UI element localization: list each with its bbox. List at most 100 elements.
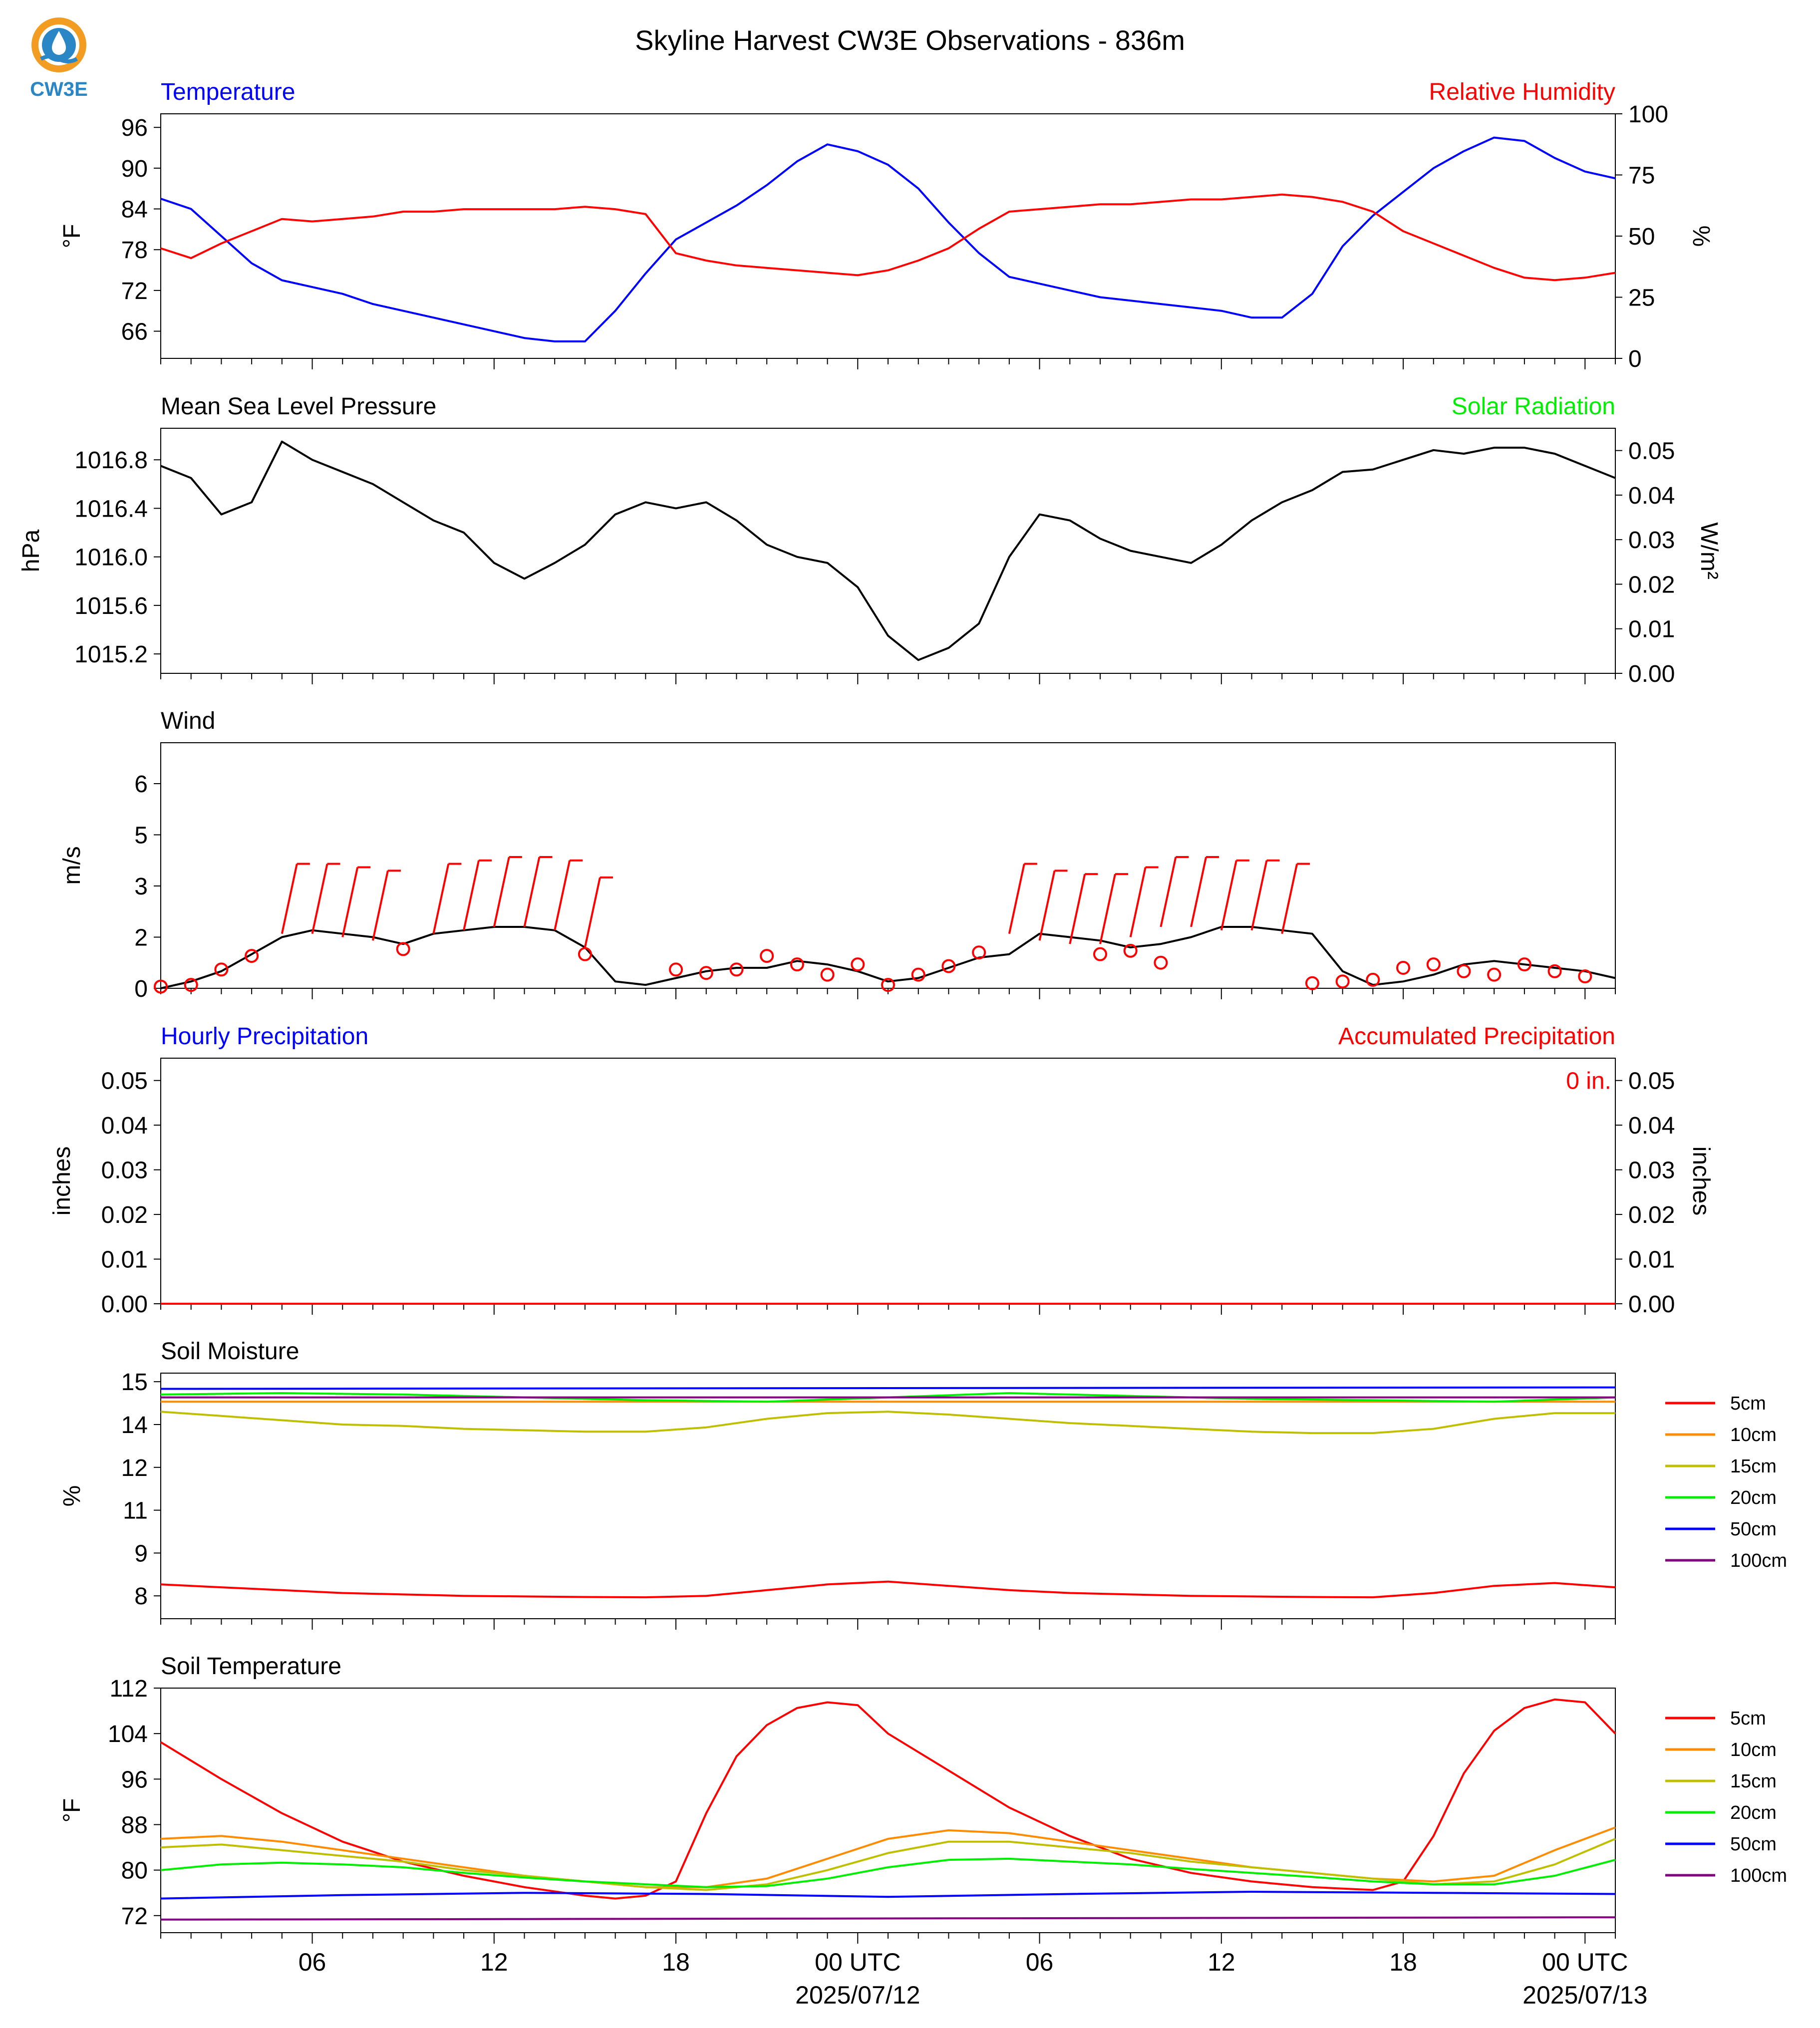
y-tick-label-right: 0.05 xyxy=(1628,1068,1675,1095)
gust-marker xyxy=(941,959,956,973)
wind-barb xyxy=(1220,859,1249,931)
y-tick-label-right: 50 xyxy=(1628,224,1655,250)
gust-marker xyxy=(1547,964,1562,978)
logo-wave xyxy=(40,54,78,63)
y-tick-label-right: 100 xyxy=(1628,101,1668,128)
gust-marker xyxy=(214,962,229,977)
series-100cm xyxy=(160,1916,1616,1921)
x-date-label: 2025/07/13 xyxy=(1522,1981,1647,2009)
y-tick-label: 1016.8 xyxy=(74,447,148,474)
y-tick-label: 1016.0 xyxy=(74,545,148,571)
y-tick-label: 72 xyxy=(121,1903,148,1930)
gust-marker xyxy=(245,949,259,963)
legend-label: 100cm xyxy=(1730,1550,1787,1571)
series-5cm xyxy=(160,1580,1616,1599)
y-tick-label: 0.01 xyxy=(101,1247,148,1273)
legend-label: 20cm xyxy=(1730,1802,1777,1823)
y-tick-label: 3 xyxy=(134,873,148,900)
y-tick-label: 0 xyxy=(134,976,148,1002)
panel-wind: Wind 0 2 3 5 6 m/s xyxy=(59,708,1616,1002)
y-tick-label: 112 xyxy=(109,1676,148,1702)
series-50cm xyxy=(160,1386,1616,1390)
y-axis-label: °F xyxy=(59,1798,85,1823)
legend-label: 10cm xyxy=(1730,1425,1777,1446)
x-tick-label: 06 xyxy=(299,1948,326,1976)
wind-barb xyxy=(1069,873,1098,944)
y-tick-label: 80 xyxy=(121,1858,148,1884)
gust-marker xyxy=(184,978,198,992)
x-tick-label: 06 xyxy=(1026,1948,1054,1976)
gust-marker xyxy=(1426,957,1441,972)
wind-barb xyxy=(1281,863,1310,934)
x-tick-label: 00 UTC xyxy=(815,1948,901,1976)
series-15cm xyxy=(160,1411,1615,1435)
x-tick-label: 12 xyxy=(1208,1948,1235,1976)
gust-marker xyxy=(911,967,925,982)
y-tick-label-right: 75 xyxy=(1628,163,1655,189)
y-tick-label: 72 xyxy=(121,278,148,304)
panel-title-left: Wind xyxy=(161,708,215,734)
gust-marker xyxy=(1366,972,1380,987)
legend: 5cm 10cm 15cm 20cm 50cm 100cm xyxy=(1665,1393,1787,1571)
y-axis-label-right: W/m² xyxy=(1696,522,1722,579)
x-tick-label: 18 xyxy=(662,1948,690,1976)
y-axis-label: m/s xyxy=(59,846,85,884)
y-tick-label: 1015.2 xyxy=(74,641,148,668)
y-axis-label-right: inches xyxy=(1688,1147,1714,1216)
y-tick-label-right: 0.01 xyxy=(1628,1247,1675,1273)
wind-barb xyxy=(432,863,462,934)
water-drop-icon xyxy=(52,31,66,55)
y-tick-label-right: 0.00 xyxy=(1628,661,1675,687)
cw3e-logo: CW3E xyxy=(30,17,88,100)
gust-marker xyxy=(1578,969,1592,984)
y-tick-label: 6 xyxy=(134,771,148,798)
logo-ring xyxy=(31,17,86,72)
wind-barb xyxy=(1160,856,1189,927)
panel-title-left: Soil Moisture xyxy=(161,1338,299,1365)
series-20cm xyxy=(160,1857,1616,1888)
y-tick-label: 0.04 xyxy=(101,1113,148,1139)
panel-precipitation: Hourly Precipitation Accumulated Precipit… xyxy=(49,1023,1714,1318)
wind-barb xyxy=(1250,859,1280,931)
wind-barb xyxy=(554,859,583,931)
gust-marker xyxy=(396,942,410,956)
wind-barb xyxy=(281,863,310,934)
panel-pressure: Mean Sea Level Pressure Solar Radiation 10… xyxy=(18,393,1722,687)
gust-marker xyxy=(1335,974,1350,989)
y-tick-label: 0.02 xyxy=(101,1202,148,1228)
series-temperature xyxy=(160,136,1616,342)
y-tick-label: 0.00 xyxy=(101,1291,148,1318)
legend: 5cm 10cm 15cm 20cm 50cm 100cm xyxy=(1665,1708,1787,1886)
panel-soil_moisture: Soil Moisture8911121415%5cm10cm15cm20cm5… xyxy=(59,1338,1787,1630)
series-50cm xyxy=(160,1891,1616,1900)
gust-marker xyxy=(699,966,713,980)
y-tick-label: 14 xyxy=(121,1412,148,1439)
y-tick-label: 104 xyxy=(108,1721,148,1747)
wind-barb xyxy=(1190,856,1219,927)
panel-title-left: Hourly Precipitation xyxy=(161,1023,368,1050)
gust-marker xyxy=(1154,955,1168,970)
y-tick-label-right: 0 xyxy=(1628,346,1642,372)
y-tick-label: 90 xyxy=(121,156,148,182)
y-tick-label: 1016.4 xyxy=(74,496,148,522)
wind-barb xyxy=(1099,873,1128,944)
wind-barb xyxy=(584,876,613,948)
y-tick-label: 1015.6 xyxy=(74,593,148,619)
panel-temperature_humidity: Temperature Relative Humidity 66 72 78 84 90 96… xyxy=(59,79,1714,372)
wind-barb xyxy=(1129,866,1159,937)
x-tick-label: 12 xyxy=(480,1948,508,1976)
y-tick-label: 84 xyxy=(121,197,148,223)
y-tick-label-right: 0.03 xyxy=(1628,1158,1675,1184)
x-tick-label: 18 xyxy=(1389,1948,1417,1976)
gust-marker xyxy=(1457,964,1471,978)
y-tick-label-right: 0.04 xyxy=(1628,483,1675,509)
y-tick-label-right: 0.04 xyxy=(1628,1113,1675,1139)
wind-barb xyxy=(523,856,553,927)
x-date-label: 2025/07/12 xyxy=(795,1981,920,2009)
gust-marker xyxy=(1123,943,1138,958)
panel-title-left: Temperature xyxy=(161,79,295,105)
series-relative-humidity xyxy=(160,193,1616,282)
y-tick-label: 0.03 xyxy=(101,1158,148,1184)
logo-text: CW3E xyxy=(30,78,88,100)
series-5cm xyxy=(160,1698,1616,1900)
